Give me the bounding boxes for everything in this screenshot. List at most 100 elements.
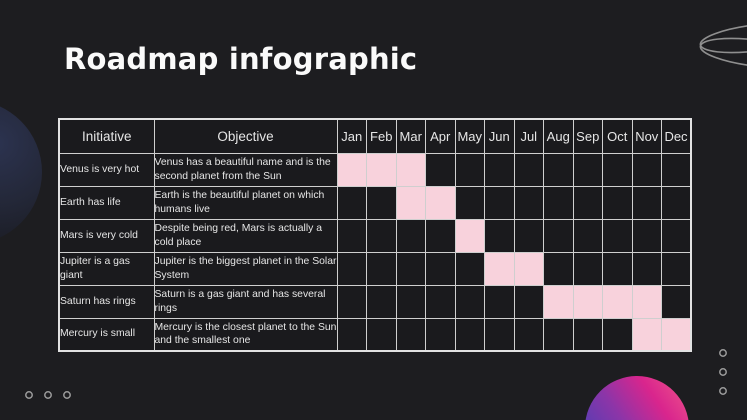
- gantt-cell-nov: [631, 218, 662, 253]
- gantt-cell-mar-active: [395, 152, 426, 187]
- month-header-jan: Jan: [336, 118, 367, 154]
- gantt-cell-jun: [484, 218, 515, 253]
- gantt-cell-nov: [631, 152, 662, 187]
- gantt-cell-jan: [336, 317, 367, 352]
- month-header-may: May: [454, 118, 485, 154]
- roadmap-table: Initiative Objective Jan Feb Mar Apr May Jun J…: [58, 118, 692, 352]
- gantt-cell-dec: [661, 152, 692, 187]
- gantt-cell-jun: [484, 284, 515, 319]
- month-header-dec: Dec: [661, 118, 692, 154]
- gantt-cell-apr-active: [425, 185, 456, 220]
- gantt-cell-aug: [543, 185, 574, 220]
- gantt-cell-jan: [336, 284, 367, 319]
- roadmap-row: Saturn has rings Saturn is a gas giant an…: [58, 284, 692, 319]
- gantt-cell-sep: [572, 251, 603, 286]
- gantt-cell-jun: [484, 152, 515, 187]
- gantt-cell-feb-active: [366, 152, 397, 187]
- dots-row-icon: [25, 391, 71, 399]
- gantt-cell-apr: [425, 317, 456, 352]
- objective-cell: Despite being red, Mars is actually a co…: [153, 218, 338, 253]
- initiative-cell: Saturn has rings: [58, 284, 155, 319]
- gantt-cell-apr: [425, 284, 456, 319]
- gantt-cell-sep: [572, 185, 603, 220]
- gantt-cell-jun: [484, 317, 515, 352]
- gantt-cell-aug: [543, 152, 574, 187]
- roadmap-table-body: Venus is very hot Venus has a beautiful n…: [58, 152, 692, 352]
- gantt-cell-may: [454, 317, 485, 352]
- month-header-oct: Oct: [602, 118, 633, 154]
- initiative-cell: Jupiter is a gas giant: [58, 251, 155, 286]
- gradient-circle-decoration: [585, 376, 689, 420]
- gantt-cell-nov-active: [631, 317, 662, 352]
- gantt-cell-aug: [543, 251, 574, 286]
- gantt-cell-oct: [602, 185, 633, 220]
- gantt-cell-nov-active: [631, 284, 662, 319]
- gantt-cell-feb: [366, 185, 397, 220]
- header-row: Initiative Objective Jan Feb Mar Apr May Jun J…: [58, 118, 692, 154]
- gantt-cell-may: [454, 152, 485, 187]
- gantt-cell-sep: [572, 152, 603, 187]
- initiative-cell: Earth has life: [58, 185, 155, 220]
- month-header-jun: Jun: [484, 118, 515, 154]
- objective-cell: Mercury is the closest planet to the Sun…: [153, 317, 338, 352]
- left-circle-decoration: [0, 100, 42, 244]
- gantt-cell-jul-active: [513, 251, 544, 286]
- gantt-cell-may: [454, 284, 485, 319]
- gantt-cell-aug: [543, 317, 574, 352]
- month-header-jul: Jul: [513, 118, 544, 154]
- month-header-aug: Aug: [543, 118, 574, 154]
- gantt-cell-jan: [336, 251, 367, 286]
- gantt-cell-jul: [513, 185, 544, 220]
- gantt-cell-dec: [661, 251, 692, 286]
- roadmap-row: Mars is very cold Despite being red, Mars…: [58, 218, 692, 253]
- gantt-cell-oct: [602, 251, 633, 286]
- gantt-cell-jul: [513, 218, 544, 253]
- objective-cell: Jupiter is the biggest planet in the Sol…: [153, 251, 338, 286]
- gantt-cell-feb: [366, 284, 397, 319]
- gantt-cell-oct-active: [602, 284, 633, 319]
- gantt-cell-sep-active: [572, 284, 603, 319]
- gantt-cell-mar-active: [395, 185, 426, 220]
- gantt-cell-jun: [484, 185, 515, 220]
- gantt-cell-apr: [425, 152, 456, 187]
- gantt-cell-feb: [366, 251, 397, 286]
- gantt-cell-mar: [395, 218, 426, 253]
- gantt-cell-sep: [572, 218, 603, 253]
- gantt-cell-feb: [366, 218, 397, 253]
- gantt-cell-sep: [572, 317, 603, 352]
- roadmap-row: Mercury is small Mercury is the closest p…: [58, 317, 692, 352]
- gantt-cell-jan-active: [336, 152, 367, 187]
- roadmap-row: Jupiter is a gas giant Jupiter is the big…: [58, 251, 692, 286]
- gantt-cell-nov: [631, 251, 662, 286]
- month-header-nov: Nov: [631, 118, 662, 154]
- column-header-initiative: Initiative: [58, 118, 155, 154]
- gantt-cell-jan: [336, 218, 367, 253]
- gantt-cell-aug: [543, 218, 574, 253]
- gantt-cell-dec: [661, 218, 692, 253]
- gantt-cell-may: [454, 251, 485, 286]
- roadmap-row: Venus is very hot Venus has a beautiful n…: [58, 152, 692, 187]
- gantt-cell-dec-active: [661, 317, 692, 352]
- initiative-cell: Venus is very hot: [58, 152, 155, 187]
- initiative-cell: Mercury is small: [58, 317, 155, 352]
- gantt-cell-mar: [395, 284, 426, 319]
- gantt-cell-jul: [513, 152, 544, 187]
- dots-column-icon: [719, 349, 727, 395]
- gantt-cell-oct: [602, 317, 633, 352]
- gantt-cell-may: [454, 185, 485, 220]
- month-header-apr: Apr: [425, 118, 456, 154]
- orbit-ellipses-icon: [699, 22, 747, 69]
- gantt-cell-may-active: [454, 218, 485, 253]
- objective-cell: Venus has a beautiful name and is the se…: [153, 152, 338, 187]
- gantt-cell-feb: [366, 317, 397, 352]
- objective-cell: Earth is the beautiful planet on which h…: [153, 185, 338, 220]
- gantt-cell-oct: [602, 152, 633, 187]
- month-header-feb: Feb: [366, 118, 397, 154]
- gantt-cell-dec: [661, 284, 692, 319]
- objective-cell: Saturn is a gas giant and has several ri…: [153, 284, 338, 319]
- gantt-cell-oct: [602, 218, 633, 253]
- gantt-cell-mar: [395, 251, 426, 286]
- gantt-cell-jul: [513, 317, 544, 352]
- initiative-cell: Mars is very cold: [58, 218, 155, 253]
